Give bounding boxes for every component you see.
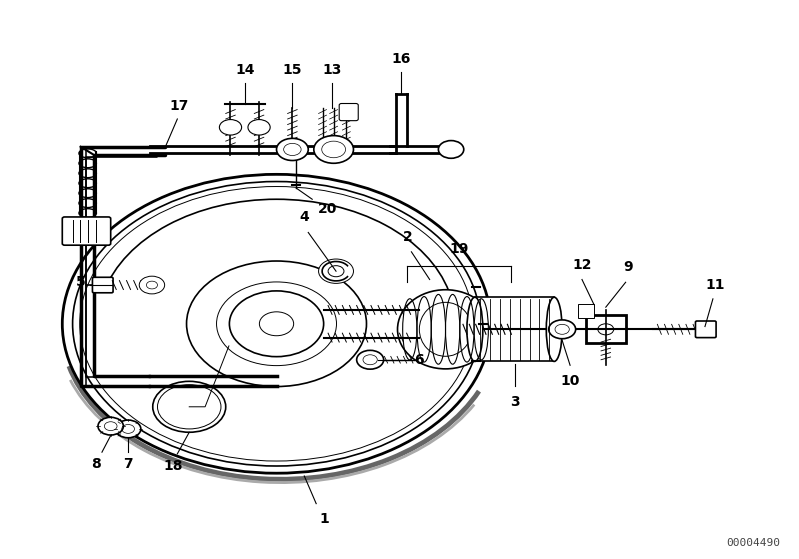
- Text: 2: 2: [403, 230, 412, 244]
- Circle shape: [356, 350, 384, 369]
- Text: 6: 6: [414, 353, 423, 367]
- Circle shape: [139, 276, 165, 294]
- Circle shape: [220, 120, 241, 135]
- Circle shape: [276, 139, 308, 160]
- FancyBboxPatch shape: [62, 217, 111, 245]
- Text: 1: 1: [320, 512, 329, 526]
- FancyBboxPatch shape: [695, 321, 716, 338]
- Text: 13: 13: [322, 64, 342, 78]
- Ellipse shape: [419, 302, 471, 356]
- Text: 8: 8: [92, 457, 101, 471]
- FancyBboxPatch shape: [93, 277, 113, 293]
- Text: 16: 16: [392, 53, 411, 67]
- Bar: [578, 305, 594, 318]
- Text: 10: 10: [560, 373, 580, 387]
- Bar: [475, 297, 555, 362]
- Text: 18: 18: [164, 459, 183, 473]
- Text: 9: 9: [623, 260, 633, 274]
- Text: 7: 7: [123, 457, 133, 471]
- Text: 5: 5: [77, 275, 86, 289]
- Circle shape: [549, 320, 575, 339]
- Circle shape: [98, 418, 123, 435]
- Text: 4: 4: [300, 210, 309, 224]
- Ellipse shape: [398, 290, 494, 369]
- Text: 12: 12: [572, 258, 592, 272]
- Text: 14: 14: [235, 64, 255, 78]
- Bar: [586, 315, 626, 343]
- Text: 3: 3: [510, 395, 519, 409]
- Text: 00004490: 00004490: [726, 538, 781, 548]
- Text: 20: 20: [318, 202, 337, 216]
- Text: 17: 17: [169, 100, 189, 113]
- Ellipse shape: [467, 297, 483, 362]
- Circle shape: [248, 120, 270, 135]
- Ellipse shape: [547, 297, 562, 362]
- Text: 15: 15: [283, 64, 302, 78]
- Circle shape: [439, 140, 463, 158]
- Circle shape: [314, 136, 353, 163]
- FancyBboxPatch shape: [340, 103, 358, 121]
- Text: 19: 19: [449, 241, 469, 255]
- Circle shape: [319, 259, 353, 283]
- Circle shape: [115, 420, 141, 438]
- Text: 11: 11: [706, 278, 725, 292]
